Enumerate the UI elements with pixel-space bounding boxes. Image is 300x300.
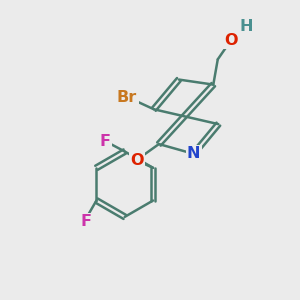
Text: O: O [130,153,143,168]
Text: Br: Br [117,90,137,105]
Text: H: H [239,19,253,34]
Text: F: F [80,214,92,229]
Text: N: N [187,146,200,161]
Text: F: F [100,134,111,148]
Text: O: O [224,32,238,47]
